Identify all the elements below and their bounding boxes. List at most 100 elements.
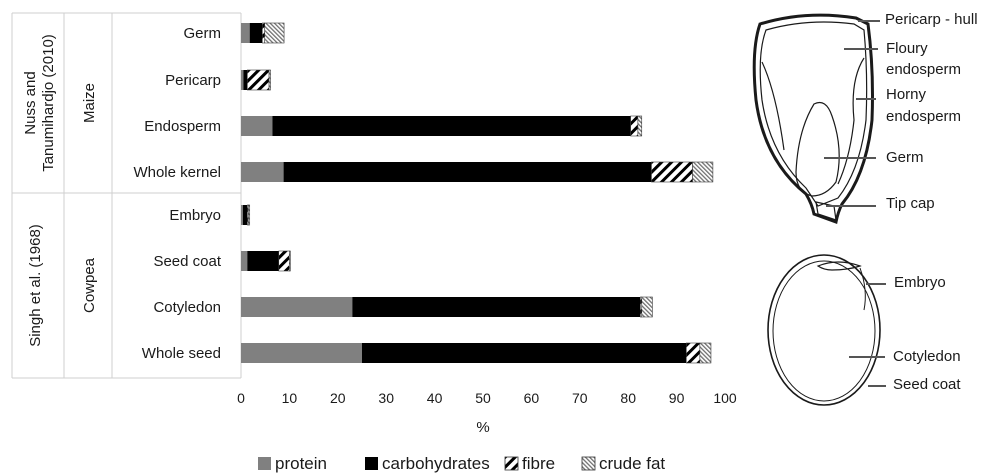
label-embryo: Embryo bbox=[894, 274, 946, 291]
cowpea-seed-coat-outline bbox=[767, 254, 881, 406]
x-tick-label: 50 bbox=[475, 390, 491, 406]
group-crop-label: Cowpea bbox=[81, 257, 98, 313]
chart-frame: Nuss andTanumihardjo (2010) Maize Germ Peri… bbox=[11, 12, 242, 379]
bar-segment-carbohydrates bbox=[362, 343, 687, 363]
group-crop-label: Maize bbox=[81, 83, 98, 123]
bar-segment-carbohydrates bbox=[242, 205, 248, 225]
category-label: Whole seed bbox=[142, 345, 221, 362]
bar-segment-crude-fat bbox=[699, 342, 712, 364]
bar-segment-protein bbox=[241, 251, 248, 271]
group-source-label: Singh et al. (1968) bbox=[27, 224, 44, 347]
x-tick-label: 10 bbox=[282, 390, 298, 406]
leader-pericarp bbox=[858, 20, 880, 22]
bar-segment-crude-fat bbox=[641, 296, 653, 318]
maize-tip-cap bbox=[815, 201, 837, 221]
bar-segment-fibre bbox=[246, 69, 270, 91]
category-label: Seed coat bbox=[153, 253, 221, 270]
legend-label: crude fat bbox=[599, 454, 665, 473]
bar-segment-carbohydrates bbox=[247, 251, 279, 271]
x-tick-label: 60 bbox=[524, 390, 540, 406]
bar-segment-fibre bbox=[651, 161, 693, 183]
legend-label: protein bbox=[275, 454, 327, 473]
bar-segment-protein bbox=[241, 343, 362, 363]
bar-segment-fibre bbox=[685, 342, 701, 364]
x-tick-label: 40 bbox=[427, 390, 443, 406]
leader-horny-endosperm bbox=[856, 98, 876, 100]
label-pericarp-hull: Pericarp - hull bbox=[885, 11, 978, 28]
leader-seed-coat bbox=[868, 385, 886, 387]
maize-endosperm-right-line bbox=[837, 57, 865, 185]
legend-swatch bbox=[581, 456, 596, 471]
x-tick-label: 90 bbox=[669, 390, 685, 406]
leader-tip-cap bbox=[826, 205, 876, 207]
bar-segment-crude-fat bbox=[268, 69, 271, 91]
legend-swatch bbox=[504, 456, 519, 471]
bar-segment-fibre bbox=[278, 250, 290, 272]
category-label: Embryo bbox=[169, 207, 221, 224]
leader-embryo bbox=[866, 283, 886, 285]
bar-segment-carbohydrates bbox=[272, 116, 631, 136]
bar-segment-carbohydrates bbox=[249, 23, 263, 43]
category-label: Cotyledon bbox=[153, 299, 221, 316]
bar-segment-crude-fat bbox=[637, 115, 643, 137]
bar-segment-crude-fat bbox=[247, 204, 251, 226]
cowpea-embryo-radicle bbox=[859, 267, 866, 311]
bar-segment-protein bbox=[241, 205, 243, 225]
category-label: Whole kernel bbox=[133, 164, 221, 181]
x-tick-label: 30 bbox=[378, 390, 394, 406]
cowpea-seed-diagram bbox=[767, 254, 881, 406]
category-label: Germ bbox=[184, 25, 222, 42]
bar-segment-carbohydrates bbox=[243, 70, 248, 90]
leader-cotyledon bbox=[849, 356, 885, 358]
axes: 0 10 20 30 40 50 60 70 80 90 100% bbox=[237, 390, 737, 436]
label-cotyledon: Cotyledon bbox=[893, 348, 961, 365]
x-tick-label: 70 bbox=[572, 390, 588, 406]
legend-swatch bbox=[365, 457, 378, 470]
bar-segment-fibre bbox=[261, 22, 266, 44]
leader-floury-endosperm bbox=[844, 48, 878, 50]
bar-segment-crude-fat bbox=[692, 161, 714, 183]
x-tick-label: 80 bbox=[620, 390, 636, 406]
bar-segment-crude-fat bbox=[264, 22, 285, 44]
label-germ: Germ bbox=[886, 149, 924, 166]
bar-segment-protein bbox=[241, 23, 250, 43]
group-source-label: Nuss andTanumihardjo (2010) bbox=[22, 34, 57, 172]
label-floury: Floury bbox=[886, 40, 928, 57]
cowpea-embryo bbox=[816, 261, 862, 271]
x-axis-label: % bbox=[476, 419, 489, 436]
x-tick-label: 100 bbox=[713, 390, 737, 406]
cowpea-cotyledon-outline bbox=[772, 260, 876, 402]
maize-kernel-outer-outline bbox=[752, 13, 874, 225]
bar-segment-protein bbox=[241, 70, 244, 90]
x-tick-label: 20 bbox=[330, 390, 346, 406]
bar-segment-carbohydrates bbox=[352, 297, 641, 317]
legend-label: carbohydrates bbox=[382, 454, 490, 473]
maize-endosperm-left-line bbox=[761, 61, 785, 151]
maize-kernel-diagram bbox=[752, 13, 874, 225]
bar-segment-protein bbox=[241, 162, 284, 182]
x-tick-label: 0 bbox=[237, 390, 245, 406]
legend-label: fibre bbox=[522, 454, 555, 473]
maize-germ-outline bbox=[795, 101, 840, 197]
label-seed-coat: Seed coat bbox=[893, 376, 961, 393]
source-line: Nuss and bbox=[22, 71, 39, 134]
leader-germ bbox=[824, 157, 876, 159]
category-label: Endosperm bbox=[144, 118, 221, 135]
bar-segment-crude-fat bbox=[289, 250, 291, 272]
bars bbox=[241, 22, 714, 364]
source-line: Tanumihardjo (2010) bbox=[40, 34, 57, 172]
label-horny: Horny bbox=[886, 86, 927, 103]
label-tip-cap: Tip cap bbox=[886, 195, 935, 212]
bar-segment-protein bbox=[241, 297, 353, 317]
legend-swatch bbox=[258, 457, 271, 470]
legend: protein carbohydrates fibre crude fat bbox=[258, 454, 665, 473]
bar-segment-fibre bbox=[630, 115, 639, 137]
category-label: Pericarp bbox=[165, 72, 221, 89]
label-floury-endosperm: endosperm bbox=[886, 61, 962, 78]
label-horny-endosperm: endosperm bbox=[886, 108, 962, 125]
bar-segment-carbohydrates bbox=[283, 162, 652, 182]
maize-kernel-inner-outline bbox=[759, 21, 868, 207]
bar-segment-protein bbox=[241, 116, 273, 136]
